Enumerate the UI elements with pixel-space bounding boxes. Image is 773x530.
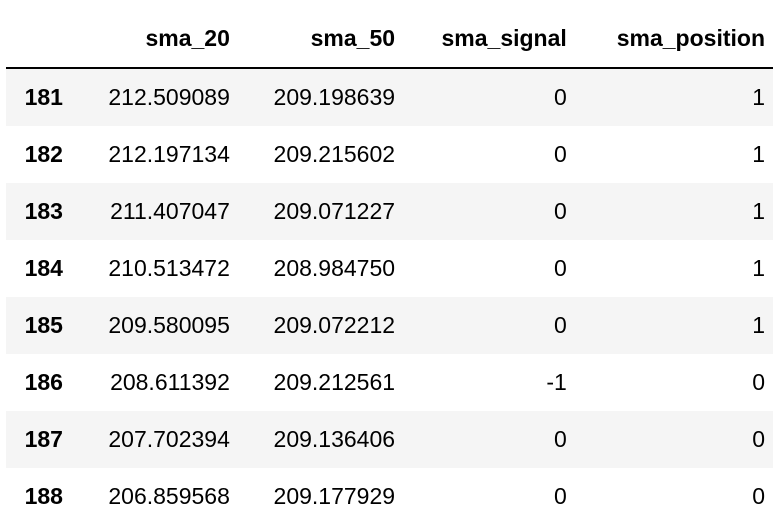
- cell-sma-signal: 0: [554, 312, 567, 338]
- cell-sma-20: 211.407047: [110, 198, 230, 224]
- cell-sma-20: 212.509089: [108, 84, 230, 110]
- column-header-sma-signal: sma_signal: [403, 10, 575, 69]
- table-row: 186 208.611392 209.212561 -1 0: [6, 354, 773, 411]
- dataframe-table: sma_20 sma_50 sma_signal sma_position 18…: [6, 10, 773, 525]
- cell-sma-20: 208.611392: [110, 369, 230, 395]
- cell-sma-position: 1: [752, 84, 765, 110]
- cell-sma-signal: 0: [554, 255, 567, 281]
- table-row: 184 210.513472 208.984750 0 1: [6, 240, 773, 297]
- table-header: sma_20 sma_50 sma_signal sma_position: [6, 10, 773, 69]
- row-index: 182: [24, 141, 63, 167]
- cell-sma-50: 209.136406: [273, 426, 396, 452]
- cell-sma-20: 207.702394: [108, 426, 230, 452]
- cell-sma-position: 0: [752, 426, 765, 452]
- cell-sma-50: 209.071227: [273, 198, 396, 224]
- table-row: 183 211.407047 209.071227 0 1: [6, 183, 773, 240]
- row-index: 186: [24, 369, 63, 395]
- row-index: 185: [24, 312, 63, 338]
- column-header-sma-20: sma_20: [70, 10, 238, 69]
- cell-sma-50: 209.072212: [273, 312, 396, 338]
- column-header-sma-50: sma_50: [237, 10, 404, 69]
- cell-sma-signal: 0: [554, 426, 567, 452]
- cell-sma-signal: -1: [546, 369, 567, 395]
- row-index: 183: [24, 198, 63, 224]
- header-row: sma_20 sma_50 sma_signal sma_position: [6, 10, 773, 69]
- row-index: 187: [24, 426, 63, 452]
- row-index: 181: [24, 84, 63, 110]
- row-index: 188: [24, 483, 63, 509]
- cell-sma-position: 0: [752, 369, 765, 395]
- cell-sma-20: 209.580095: [108, 312, 230, 338]
- table-row: 187 207.702394 209.136406 0 0: [6, 411, 773, 468]
- cell-sma-position: 1: [752, 141, 765, 167]
- cell-sma-50: 209.198639: [273, 84, 396, 110]
- row-index: 184: [24, 255, 63, 281]
- index-header: [6, 10, 71, 69]
- cell-sma-position: 1: [752, 255, 765, 281]
- cell-sma-signal: 0: [554, 141, 567, 167]
- table-row: 182 212.197134 209.215602 0 1: [6, 126, 773, 183]
- cell-sma-50: 208.984750: [273, 255, 396, 281]
- cell-sma-20: 212.197134: [108, 141, 230, 167]
- cell-sma-50: 209.215602: [273, 141, 396, 167]
- cell-sma-position: 0: [752, 483, 765, 509]
- cell-sma-signal: 0: [554, 483, 567, 509]
- table-row: 181 212.509089 209.198639 0 1: [6, 68, 773, 126]
- cell-sma-50: 209.212561: [273, 369, 396, 395]
- cell-sma-20: 210.513472: [108, 255, 230, 281]
- table-row: 188 206.859568 209.177929 0 0: [6, 468, 773, 525]
- column-header-sma-position: sma_position: [574, 10, 773, 69]
- cell-sma-50: 209.177929: [273, 483, 396, 509]
- cell-sma-position: 1: [752, 198, 765, 224]
- cell-sma-signal: 0: [554, 198, 567, 224]
- table-body: 181 212.509089 209.198639 0 1 182 212.19…: [6, 68, 773, 525]
- cell-sma-signal: 0: [554, 84, 567, 110]
- table-row: 185 209.580095 209.072212 0 1: [6, 297, 773, 354]
- cell-sma-20: 206.859568: [108, 483, 230, 509]
- cell-sma-position: 1: [752, 312, 765, 338]
